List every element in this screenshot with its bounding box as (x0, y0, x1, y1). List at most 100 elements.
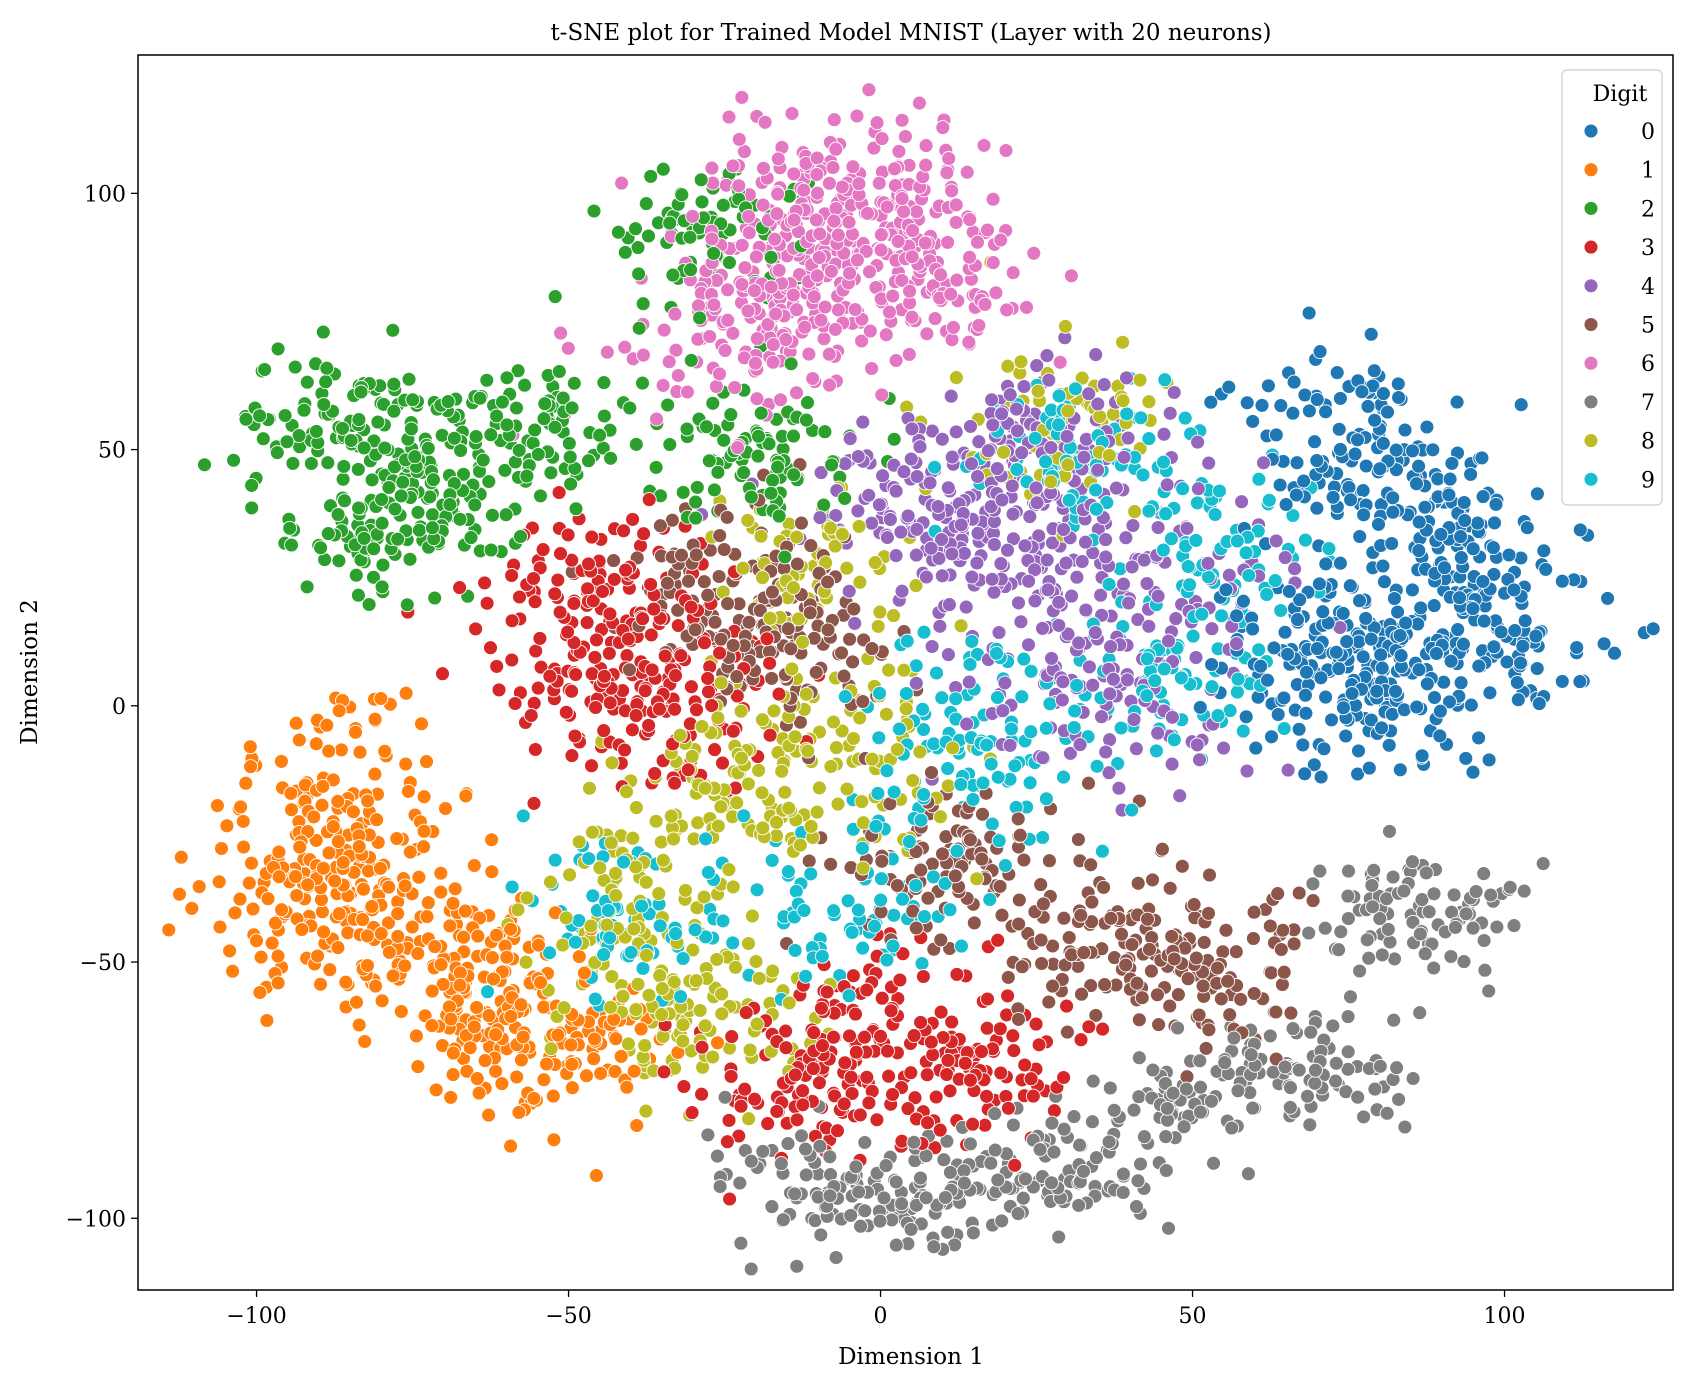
point-digit-9 (1119, 406, 1135, 422)
point-digit-2 (736, 465, 752, 481)
point-digit-2 (581, 453, 596, 469)
point-digit-0 (1465, 601, 1481, 617)
point-digit-8 (789, 529, 805, 545)
point-digit-8 (953, 618, 969, 634)
point-digit-1 (550, 1027, 566, 1043)
point-digit-9 (1182, 577, 1198, 593)
point-digit-4 (948, 424, 964, 440)
point-digit-0 (1390, 376, 1406, 392)
point-digit-1 (536, 1072, 552, 1088)
point-digit-9 (914, 956, 930, 971)
point-digit-0 (1239, 395, 1255, 411)
point-digit-9 (1204, 679, 1220, 695)
point-digit-1 (381, 944, 397, 960)
point-digit-3 (564, 552, 580, 568)
point-digit-3 (940, 1052, 956, 1068)
point-digit-8 (945, 740, 961, 756)
point-digit-9 (1267, 573, 1283, 589)
point-digit-6 (945, 319, 961, 335)
point-digit-6 (885, 288, 901, 304)
point-digit-6 (656, 322, 672, 338)
point-digit-5 (1129, 975, 1145, 991)
point-digit-8 (655, 852, 671, 868)
point-digit-8 (852, 710, 868, 726)
point-digit-5 (1196, 934, 1212, 950)
point-digit-1 (445, 1045, 461, 1061)
point-digit-9 (1051, 388, 1067, 404)
point-digit-3 (990, 932, 1006, 948)
point-digit-8 (628, 800, 644, 816)
point-digit-6 (993, 232, 1009, 248)
point-digit-3 (1005, 1028, 1021, 1044)
point-digit-9 (1230, 671, 1246, 687)
point-digit-9 (1241, 568, 1257, 583)
point-digit-8 (996, 444, 1012, 460)
point-digit-9 (1238, 545, 1254, 561)
point-digit-9 (623, 944, 639, 960)
point-digit-0 (1286, 374, 1302, 390)
point-digit-1 (273, 753, 289, 769)
point-digit-7 (1502, 879, 1518, 895)
point-digit-0 (1411, 514, 1427, 530)
point-digit-8 (889, 742, 905, 757)
point-digit-1 (359, 928, 375, 944)
point-digit-5 (1061, 930, 1077, 945)
point-digit-9 (1147, 673, 1163, 689)
point-digit-3 (701, 684, 716, 700)
point-digit-2 (662, 215, 678, 231)
point-digit-7 (755, 1143, 771, 1159)
point-digit-9 (600, 903, 616, 918)
point-digit-8 (714, 986, 730, 1002)
point-digit-2 (348, 567, 364, 583)
point-digit-5 (1011, 1011, 1026, 1027)
point-digit-1 (477, 1053, 493, 1069)
point-digit-2 (641, 228, 656, 244)
point-digit-9 (879, 763, 895, 779)
point-digit-1 (232, 891, 248, 907)
point-digit-2 (786, 428, 801, 444)
point-digit-7 (1340, 888, 1356, 904)
point-digit-0 (1432, 728, 1448, 744)
point-digit-0 (1425, 442, 1441, 458)
point-digit-9 (1027, 430, 1043, 446)
point-digit-3 (504, 568, 520, 583)
point-digit-5 (1201, 905, 1216, 921)
point-digit-9 (1035, 830, 1051, 845)
point-digit-1 (433, 884, 449, 900)
point-digit-4 (1004, 478, 1020, 494)
point-digit-7 (1193, 1079, 1208, 1095)
point-digit-4 (1016, 379, 1032, 394)
point-digit-4 (1000, 542, 1015, 558)
point-digit-9 (1156, 454, 1171, 470)
point-digit-9 (879, 952, 895, 968)
point-digit-7 (1158, 1163, 1174, 1178)
point-digit-0 (1374, 720, 1390, 736)
point-digit-4 (1085, 677, 1101, 693)
point-digit-0 (1268, 427, 1284, 443)
point-digit-5 (1305, 893, 1321, 909)
point-digit-0 (1331, 661, 1347, 677)
point-digit-7 (1084, 1114, 1100, 1130)
point-digit-3 (712, 645, 728, 661)
point-digit-8 (721, 862, 737, 878)
point-digit-4 (1058, 555, 1074, 571)
point-digit-8 (769, 814, 784, 830)
point-digit-7 (888, 1237, 904, 1253)
point-digit-3 (620, 631, 636, 647)
point-digit-6 (771, 262, 787, 278)
point-digit-7 (1385, 869, 1401, 885)
point-digit-7 (1361, 950, 1377, 966)
point-digit-2 (688, 510, 704, 526)
point-digit-4 (1022, 509, 1038, 525)
point-digit-2 (817, 424, 833, 440)
point-digit-4 (903, 451, 919, 467)
point-digit-3 (806, 1025, 822, 1041)
point-digit-1 (398, 756, 414, 772)
point-digit-7 (843, 1207, 859, 1223)
point-digit-3 (641, 492, 657, 508)
point-digit-2 (610, 224, 626, 240)
point-digit-4 (1062, 745, 1078, 761)
point-digit-4 (1150, 588, 1166, 604)
point-digit-2 (386, 376, 402, 392)
point-digit-9 (788, 883, 804, 899)
